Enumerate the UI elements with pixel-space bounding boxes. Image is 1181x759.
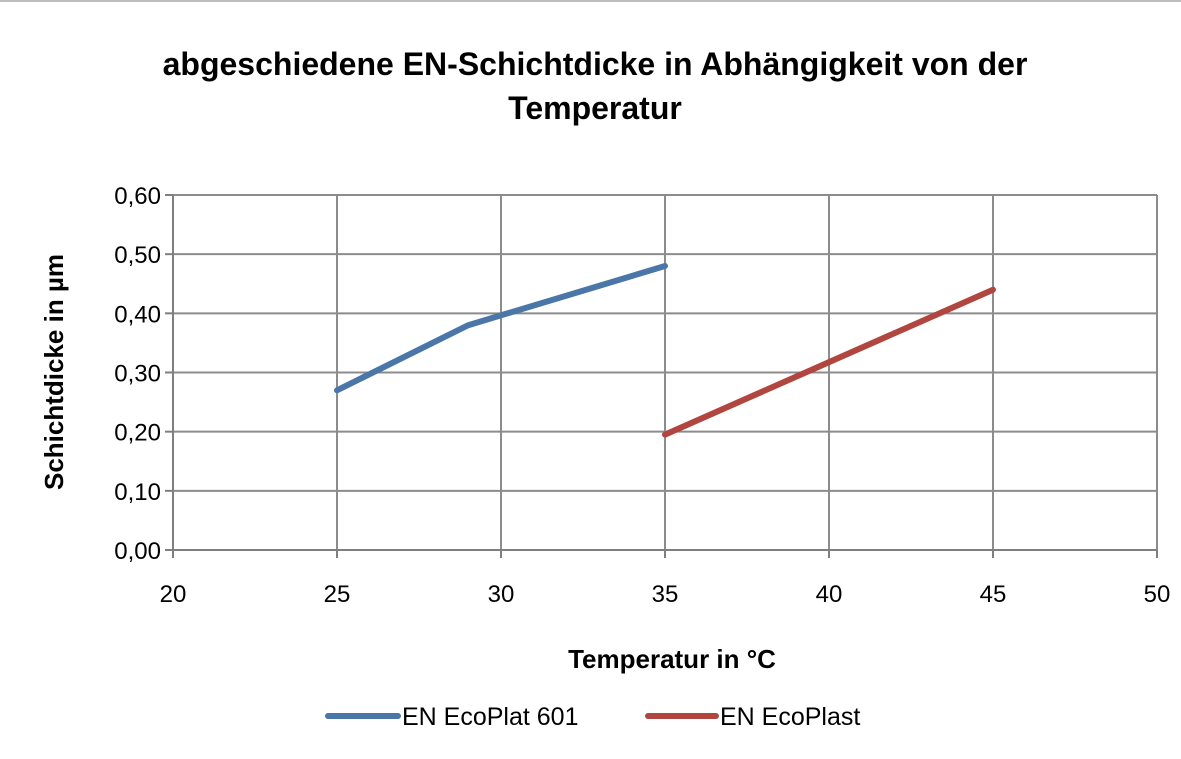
x-tick-label: 35: [652, 581, 679, 608]
y-axis-label: Schichtdicke in µm: [39, 254, 69, 490]
y-tick-label: 0,40: [114, 301, 161, 328]
y-tick-labels: 0,00 0,10 0,20 0,30 0,40 0,50 0,60: [114, 183, 161, 565]
x-axis-label: Temperatur in °C: [568, 644, 776, 674]
chart-title: abgeschiedene EN-Schichtdicke in Abhängi…: [162, 46, 1028, 126]
legend-label-en-ecoplat-601: EN EcoPlat 601: [402, 703, 579, 731]
x-tick-label: 25: [324, 581, 351, 608]
series-lines: [334, 263, 996, 438]
y-tick-label: 0,10: [114, 479, 161, 506]
y-tick-label: 0,30: [114, 361, 161, 388]
x-tick-label: 20: [160, 581, 187, 608]
y-tick-label: 0,00: [114, 538, 161, 565]
legend: EN EcoPlat 601 EN EcoPlast: [325, 703, 860, 731]
y-tick-label: 0,60: [114, 183, 161, 210]
gridlines: [173, 194, 1158, 550]
axes: [165, 194, 1158, 558]
x-tick-label: 40: [816, 581, 843, 608]
y-tick-label: 0,50: [114, 242, 161, 269]
y-tick-label: 0,20: [114, 420, 161, 447]
x-tick-labels: 20 25 30 35 40 45 50: [160, 581, 1171, 608]
series-line-en-ecoplast: [662, 286, 996, 438]
series-line-en-ecoplat-601: [334, 263, 668, 394]
legend-label-en-ecoplast: EN EcoPlast: [720, 703, 860, 731]
x-tick-label: 45: [980, 581, 1007, 608]
x-tick-label: 50: [1144, 581, 1171, 608]
x-tick-label: 30: [488, 581, 515, 608]
